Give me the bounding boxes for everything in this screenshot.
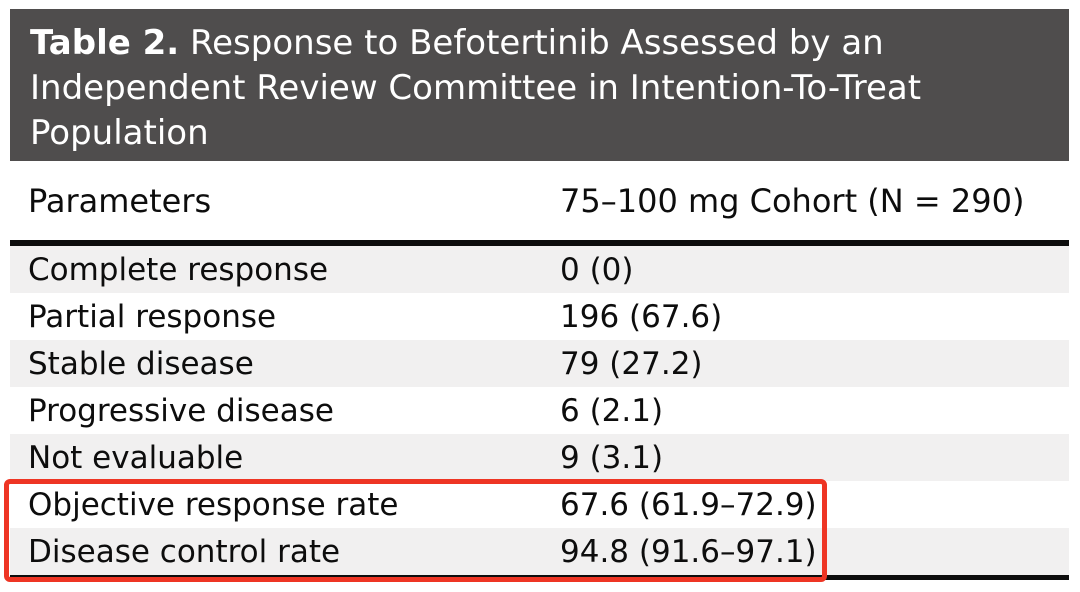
title-line-3: Population xyxy=(30,113,209,153)
table-row: Complete response 0 (0) xyxy=(10,246,1069,293)
table-row: Partial response 196 (67.6) xyxy=(10,293,1069,340)
table-body: Complete response 0 (0) Partial response… xyxy=(10,246,1069,575)
header-rule xyxy=(10,240,1069,246)
column-header-cohort: 75–100 mg Cohort (N = 290) xyxy=(560,181,1025,220)
parameter-cell: Complete response xyxy=(28,251,329,288)
parameter-cell: Progressive disease xyxy=(28,392,334,429)
table-number: Table 2. xyxy=(30,23,180,63)
value-cell: 94.8 (91.6–97.1) xyxy=(560,533,817,570)
table-row-objective-response-rate: Objective response rate 67.6 (61.9–72.9) xyxy=(10,481,1069,528)
response-table: Parameters 75–100 mg Cohort (N = 290) Co… xyxy=(10,161,1069,580)
table-row: Stable disease 79 (27.2) xyxy=(10,340,1069,387)
title-line-1-text: Response to Befotertinib Assessed by an xyxy=(190,23,884,63)
bottom-rule xyxy=(10,575,1069,580)
table-row: Not evaluable 9 (3.1) xyxy=(10,434,1069,481)
column-header-parameters: Parameters xyxy=(28,181,212,220)
value-cell: 6 (2.1) xyxy=(560,392,664,429)
table-row-disease-control-rate: Disease control rate 94.8 (91.6–97.1) xyxy=(10,528,1069,575)
value-cell: 67.6 (61.9–72.9) xyxy=(560,486,817,523)
title-line-1: Table 2. Response to Befotertinib Assess… xyxy=(30,21,1049,66)
value-cell: 79 (27.2) xyxy=(560,345,703,382)
title-line-2: Independent Review Committee in Intentio… xyxy=(30,68,922,108)
value-cell: 0 (0) xyxy=(560,251,634,288)
table-row: Progressive disease 6 (2.1) xyxy=(10,387,1069,434)
value-cell: 9 (3.1) xyxy=(560,439,664,476)
table-title-banner: Table 2. Response to Befotertinib Assess… xyxy=(10,9,1069,161)
table-header-row: Parameters 75–100 mg Cohort (N = 290) xyxy=(10,161,1069,240)
parameter-cell: Not evaluable xyxy=(28,439,244,476)
value-cell: 196 (67.6) xyxy=(560,298,723,335)
parameter-cell: Stable disease xyxy=(28,345,254,382)
parameter-cell: Partial response xyxy=(28,298,277,335)
parameter-cell: Disease control rate xyxy=(28,533,341,570)
parameter-cell: Objective response rate xyxy=(28,486,399,523)
